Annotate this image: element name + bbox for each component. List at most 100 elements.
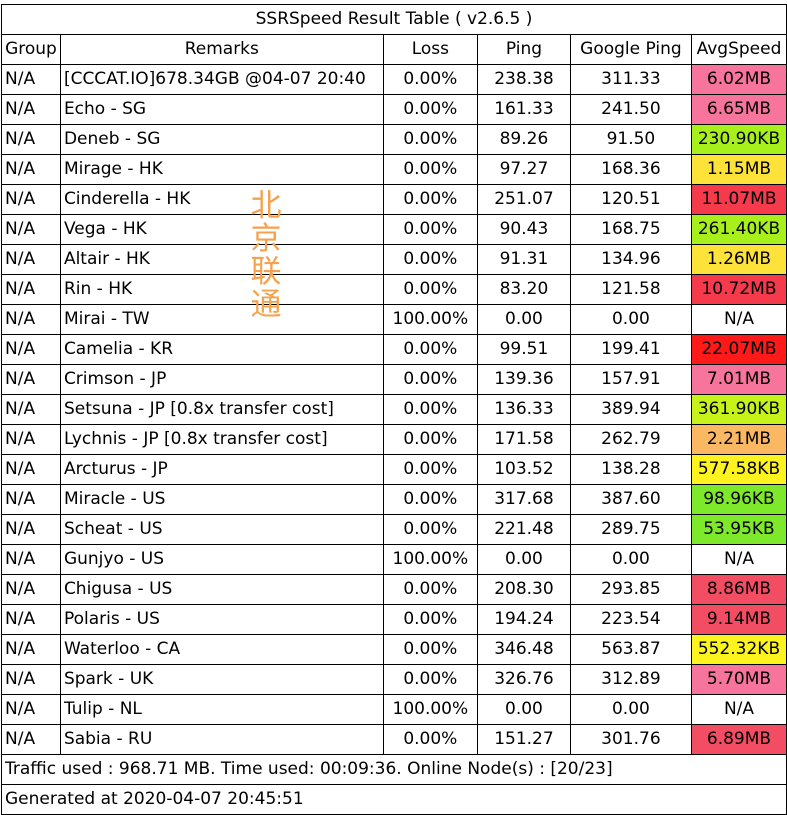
cell-avgspeed: N/A: [690, 694, 787, 725]
cell-loss: 0.00%: [382, 214, 479, 245]
cell-avgspeed: 261.40KB: [690, 214, 787, 245]
cell-ping: 139.36: [477, 364, 571, 395]
cell-google-ping: 168.75: [569, 214, 692, 245]
cell-google-ping: 262.79: [569, 424, 692, 455]
watermark-char: 北: [250, 188, 282, 224]
table-row: N/A Deneb - SG 0.00% 89.26 91.50 230.90KB: [1, 124, 787, 155]
cell-group: N/A: [1, 634, 61, 665]
table-row: N/A Polaris - US 0.00% 194.24 223.54 9.14MB: [1, 604, 787, 635]
cell-ping: 221.48: [477, 514, 571, 545]
cell-ping: 90.43: [477, 214, 571, 245]
cell-loss: 0.00%: [382, 454, 479, 485]
cell-google-ping: 389.94: [569, 394, 692, 425]
cell-group: N/A: [1, 394, 61, 425]
cell-ping: 91.31: [477, 244, 571, 275]
cell-avgspeed: 11.07MB: [690, 184, 787, 215]
cell-google-ping: 301.76: [569, 724, 692, 755]
cell-group: N/A: [1, 94, 61, 125]
title-row: SSRSpeed Result Table ( v2.6.5 ): [1, 4, 787, 35]
result-table-body: SSRSpeed Result Table ( v2.6.5 ) Group R…: [1, 4, 787, 815]
cell-google-ping: 157.91: [569, 364, 692, 395]
cell-remarks: Chigusa - US: [59, 574, 384, 605]
table-row: N/A Tulip - NL 100.00% 0.00 0.00 N/A: [1, 694, 787, 725]
cell-remarks: Vega - HK: [59, 214, 384, 245]
cell-avgspeed: 577.58KB: [690, 454, 787, 485]
cell-ping: 89.26: [477, 124, 571, 155]
cell-ping: 326.76: [477, 664, 571, 695]
cell-loss: 100.00%: [382, 304, 479, 335]
cell-loss: 0.00%: [382, 274, 479, 305]
result-table: SSRSpeed Result Table ( v2.6.5 ) Group R…: [1, 4, 787, 815]
cell-remarks: Camelia - KR: [59, 334, 384, 365]
cell-loss: 0.00%: [382, 484, 479, 515]
table-row: N/A Sabia - RU 0.00% 151.27 301.76 6.89MB: [1, 724, 787, 755]
cell-group: N/A: [1, 364, 61, 395]
cell-group: N/A: [1, 694, 61, 725]
table-row: N/A Altair - HK 0.00% 91.31 134.96 1.26MB: [1, 244, 787, 275]
column-header-google-ping: Google Ping: [569, 34, 692, 65]
table-row: N/A Mirage - HK 0.00% 97.27 168.36 1.15MB: [1, 154, 787, 185]
cell-group: N/A: [1, 214, 61, 245]
cell-group: N/A: [1, 274, 61, 305]
cell-avgspeed: 2.21MB: [690, 424, 787, 455]
cell-avgspeed: 6.65MB: [690, 94, 787, 125]
cell-ping: 0.00: [477, 304, 571, 335]
cell-loss: 0.00%: [382, 94, 479, 125]
cell-loss: 0.00%: [382, 604, 479, 635]
cell-loss: 0.00%: [382, 634, 479, 665]
cell-group: N/A: [1, 454, 61, 485]
table-title: SSRSpeed Result Table ( v2.6.5 ): [1, 4, 787, 35]
cell-google-ping: 563.87: [569, 634, 692, 665]
table-row: N/A Chigusa - US 0.00% 208.30 293.85 8.86MB: [1, 574, 787, 605]
cell-remarks: Cinderella - HK: [59, 184, 384, 215]
cell-remarks: Altair - HK: [59, 244, 384, 275]
cell-avgspeed: 7.01MB: [690, 364, 787, 395]
cell-ping: 151.27: [477, 724, 571, 755]
cell-remarks: Echo - SG: [59, 94, 384, 125]
table-row: N/A Arcturus - JP 0.00% 103.52 138.28 577.58K…: [1, 454, 787, 485]
table-row: N/A Crimson - JP 0.00% 139.36 157.91 7.01MB: [1, 364, 787, 395]
cell-ping: 103.52: [477, 454, 571, 485]
cell-google-ping: 387.60: [569, 484, 692, 515]
cell-group: N/A: [1, 154, 61, 185]
cell-ping: 346.48: [477, 634, 571, 665]
table-row: N/A Vega - HK 0.00% 90.43 168.75 261.40KB: [1, 214, 787, 245]
cell-loss: 0.00%: [382, 664, 479, 695]
cell-remarks: Spark - UK: [59, 664, 384, 695]
watermark-char: 京: [250, 221, 282, 257]
table-row: N/A Waterloo - CA 0.00% 346.48 563.87 552.32K…: [1, 634, 787, 665]
cell-group: N/A: [1, 424, 61, 455]
table-row: N/A Spark - UK 0.00% 326.76 312.89 5.70MB: [1, 664, 787, 695]
cell-loss: 0.00%: [382, 364, 479, 395]
footer-generated: Generated at 2020-04-07 20:45:51: [1, 784, 787, 815]
cell-avgspeed: 6.02MB: [690, 64, 787, 95]
cell-group: N/A: [1, 304, 61, 335]
watermark-char: 通: [250, 287, 282, 323]
cell-loss: 100.00%: [382, 544, 479, 575]
cell-group: N/A: [1, 544, 61, 575]
cell-remarks: Mirai - TW: [59, 304, 384, 335]
cell-remarks: Crimson - JP: [59, 364, 384, 395]
cell-group: N/A: [1, 124, 61, 155]
cell-loss: 0.00%: [382, 244, 479, 275]
cell-avgspeed: N/A: [690, 304, 787, 335]
cell-loss: 0.00%: [382, 424, 479, 455]
table-row: N/A Camelia - KR 0.00% 99.51 199.41 22.07MB: [1, 334, 787, 365]
cell-ping: 194.24: [477, 604, 571, 635]
cell-loss: 100.00%: [382, 694, 479, 725]
cell-remarks: Lychnis - JP [0.8x transfer cost]: [59, 424, 384, 455]
column-header-group: Group: [1, 34, 61, 65]
cell-google-ping: 293.85: [569, 574, 692, 605]
cell-remarks: Arcturus - JP: [59, 454, 384, 485]
cell-avgspeed: 98.96KB: [690, 484, 787, 515]
cell-group: N/A: [1, 664, 61, 695]
cell-google-ping: 0.00: [569, 544, 692, 575]
cell-avgspeed: 230.90KB: [690, 124, 787, 155]
cell-group: N/A: [1, 514, 61, 545]
cell-avgspeed: 1.26MB: [690, 244, 787, 275]
cell-ping: 0.00: [477, 544, 571, 575]
table-row: N/A Rin - HK 0.00% 83.20 121.58 10.72MB: [1, 274, 787, 305]
cell-loss: 0.00%: [382, 394, 479, 425]
cell-avgspeed: 6.89MB: [690, 724, 787, 755]
cell-google-ping: 168.36: [569, 154, 692, 185]
